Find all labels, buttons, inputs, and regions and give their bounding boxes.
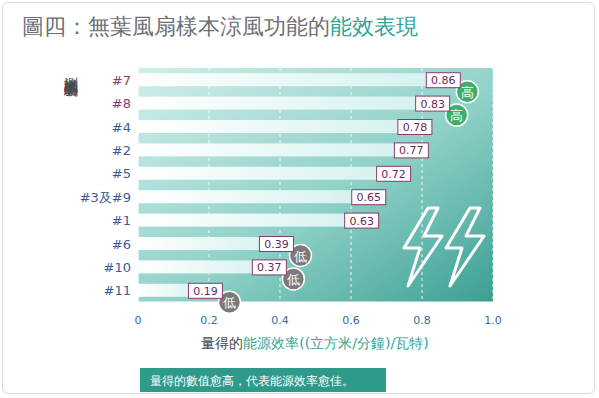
y-axis-line [138,68,139,302]
x-tick-label: 0 [135,314,142,327]
x-tick-label: 1.0 [484,314,502,327]
x-label-part: 量得的 [201,335,243,351]
category-label: #11 [104,283,131,298]
lightning-icon [446,208,484,286]
data-label: 0.83 [420,98,445,111]
x-tick-label: 0.8 [413,314,431,327]
title: 圖四：無葉風扇樣本涼風功能的能效表現 [22,14,418,39]
bar [138,260,269,273]
bar [138,237,276,250]
x-tick-label: 0.4 [271,314,289,327]
data-label-box [426,73,460,88]
data-label: 0.86 [431,74,456,87]
annotation: 高 [461,85,474,100]
title-part: 圖四：無葉風扇樣本涼風功能的 [22,14,330,39]
data-label: 0.63 [349,215,374,228]
category-label: #6 [112,237,131,252]
data-label-box [352,190,386,205]
bar [138,120,415,133]
lightning-icon [404,208,442,286]
grid-line [138,68,139,302]
category-label: #10 [104,260,131,275]
data-label-box [252,260,286,275]
data-label-box [416,96,450,111]
x-axis-label: 量得的能源效率((立方米/分鐘)/瓦特) [201,335,428,351]
data-label-box [398,120,432,135]
category-label: #5 [112,166,131,181]
grid-line [493,68,494,302]
x-tick-label: 0.2 [200,314,218,327]
data-label: 0.37 [257,261,282,274]
category-label: #1 [112,213,131,228]
bar [138,143,411,156]
data-label: 0.72 [381,168,406,181]
data-label: 0.39 [264,238,289,251]
category-label: #4 [112,120,131,135]
data-label-box [394,143,428,158]
data-label: 0.65 [357,191,382,204]
annotation: 低 [223,295,236,310]
annotation: 低 [294,249,307,264]
data-label-box [259,237,293,252]
data-label: 0.19 [193,285,218,298]
data-label-box [345,213,379,228]
bar [138,167,394,180]
x-axis-line [138,302,493,303]
bar [138,97,433,110]
note-box [140,368,386,392]
category-label: #2 [112,143,131,158]
y-axis-label: 測試樣本的編號 [62,66,80,73]
title-part: 能效表現 [330,14,418,39]
x-label-part: 能源效率((立方米/分鐘)/瓦特) [243,335,428,351]
category-label: #8 [112,96,131,111]
bars [138,73,443,297]
bar [138,190,369,203]
category-label: #3及#9 [80,190,131,205]
data-label: 0.78 [403,121,428,134]
plot-background [138,68,493,302]
annotation: 低 [287,272,300,287]
data-label-box [377,166,411,181]
category-label: #7 [112,73,131,88]
bar [138,214,362,227]
data-label-box [188,283,222,298]
bar [138,73,443,86]
annotation: 高 [450,108,463,123]
data-label: 0.77 [399,144,424,157]
chart: 圖四：無葉風扇樣本涼風功能的能效表現 #7 #8 #4 #2 #5 #3及#9 #1 #6 #10… [0,0,599,398]
note: 量得的數值愈高，代表能源效率愈佳。 [150,374,354,388]
x-tick-label: 0.6 [342,314,360,327]
